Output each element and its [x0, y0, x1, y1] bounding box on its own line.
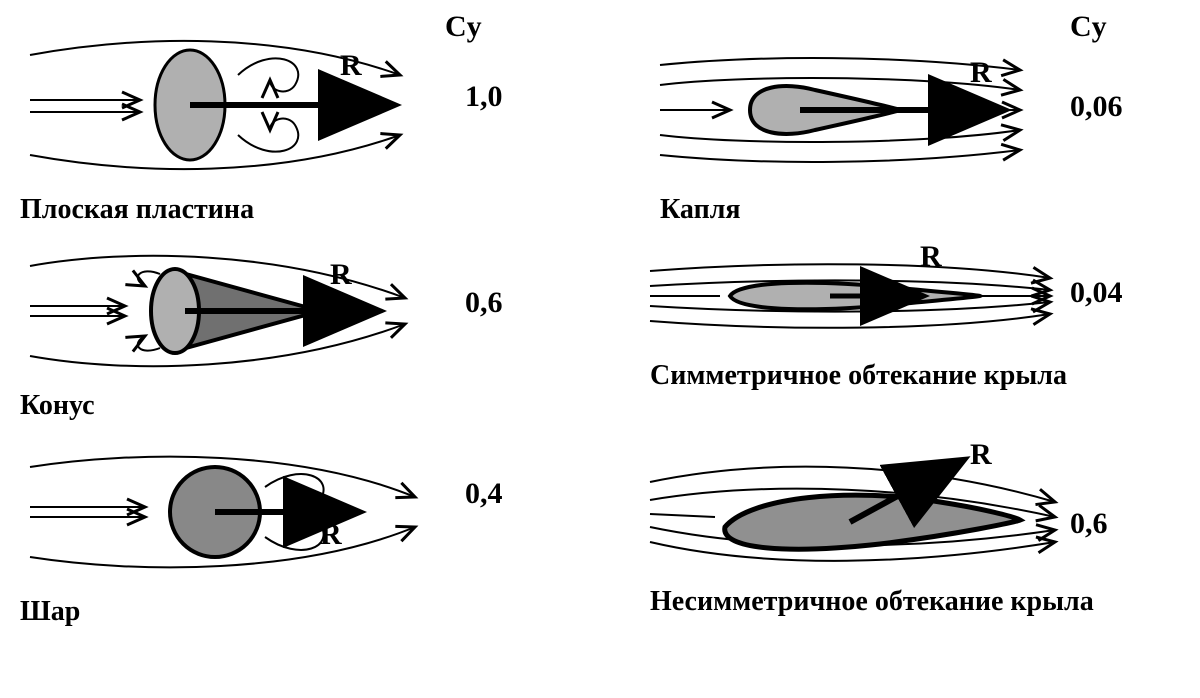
cell-drop: R 0,06 Капля	[620, 20, 1180, 226]
cell-plate: R 1,0 Плоская пластина	[20, 20, 580, 226]
cell-asywing: R 0,6 Несимметричное обтекание крыла	[620, 432, 1180, 628]
cone-r-label: R	[330, 258, 352, 291]
plate-r-label: R	[340, 49, 362, 82]
cone-value: 0,6	[465, 286, 503, 320]
cell-symwing: R 0,04 Симметричное обтекание крыла	[620, 236, 1180, 422]
sphere-r-label: R	[320, 518, 342, 551]
sphere-value: 0,4	[465, 477, 503, 511]
symwing-value: 0,04	[1070, 276, 1123, 310]
plate-value: 1,0	[465, 80, 503, 114]
sphere-caption: Шар	[20, 596, 580, 628]
cell-cone: R 0,6 Конус	[20, 236, 580, 422]
drop-r-label: R	[970, 56, 992, 89]
cell-sphere: R 0,4 Шар	[20, 432, 580, 628]
sphere-diagram: R	[20, 432, 540, 592]
symwing-r-label: R	[920, 240, 942, 273]
cone-diagram: R	[20, 236, 540, 386]
drop-caption: Капля	[660, 194, 1180, 226]
plate-caption: Плоская пластина	[20, 194, 580, 226]
asywing-value: 0,6	[1070, 507, 1108, 541]
asywing-caption: Несимметричное обтекание крыла	[650, 586, 1180, 618]
plate-diagram: R	[20, 20, 540, 190]
cone-caption: Конус	[20, 390, 580, 422]
diagram-grid: R 1,0 Плоская пластина R 0,06 Капля	[20, 20, 1180, 628]
symwing-caption: Симметричное обтекание крыла	[650, 360, 1180, 392]
drop-value: 0,06	[1070, 90, 1123, 124]
asywing-r-label: R	[970, 438, 992, 471]
